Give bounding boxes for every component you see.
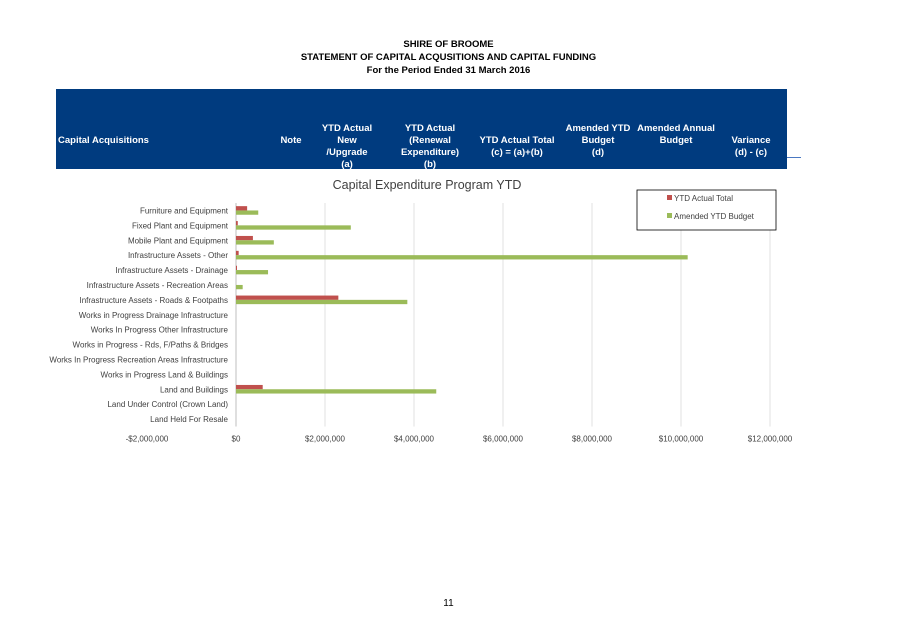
bar-amended-ytd-budget xyxy=(236,210,259,215)
ytd-total-header: YTD Actual Total (c) = (a)+(b) xyxy=(479,135,555,158)
org-title: SHIRE OF BROOME xyxy=(403,39,494,50)
page-number: 11 xyxy=(443,598,454,609)
period-title: For the Period Ended 31 March 2016 xyxy=(366,65,531,76)
category-label: Land and Buildings xyxy=(160,385,228,394)
category-label: Works in Progress - Rds, F/Paths & Bridg… xyxy=(73,341,228,350)
category-label: Infrastructure Assets - Other xyxy=(128,251,228,260)
bar-ytd-actual-total xyxy=(236,265,237,271)
category-label: Land Held For Resale xyxy=(150,415,228,424)
category-label: Furniture and Equipment xyxy=(140,206,229,215)
bar-amended-ytd-budget xyxy=(236,255,688,260)
x-tick-label: -$2,000,000 xyxy=(126,435,169,444)
x-tick-label: $2,000,000 xyxy=(305,435,346,444)
category-label: Works in Progress Land & Buildings xyxy=(101,370,228,379)
category-label: Fixed Plant and Equipment xyxy=(132,221,229,230)
amended-ytd-header: Amended YTD Budget (d) xyxy=(565,123,631,158)
category-label: Infrastructure Assets - Recreation Areas xyxy=(87,281,228,290)
category-label: Infrastructure Assets - Roads & Footpath… xyxy=(79,296,228,305)
bar-amended-ytd-budget xyxy=(236,270,269,275)
category-label: Works In Progress Other Infrastructure xyxy=(91,326,229,335)
x-tick-label: $10,000,000 xyxy=(659,435,704,444)
category-label: Infrastructure Assets - Drainage xyxy=(116,266,229,275)
bar-amended-ytd-budget xyxy=(236,299,408,305)
bar-ytd-actual-total xyxy=(236,384,263,390)
capital-acquisitions-header: Capital Acquisitions xyxy=(58,135,149,146)
bar-amended-ytd-budget xyxy=(236,389,437,394)
x-tick-label: $4,000,000 xyxy=(394,435,435,444)
bar-amended-ytd-budget xyxy=(236,225,351,230)
amended-annual-header: Amended Annual Budget xyxy=(637,123,715,146)
ytd-new-header: YTD Actual New/Upgrade (a) xyxy=(321,123,373,170)
bar-ytd-actual-total xyxy=(236,235,253,241)
x-tick-label: $8,000,000 xyxy=(572,435,613,444)
bar-ytd-actual-total xyxy=(236,250,239,256)
x-tick-label: $12,000,000 xyxy=(748,435,793,444)
x-tick-label: $0 xyxy=(232,435,241,444)
ytd-renewal-header: YTD Actual (Renewal Expenditure) (b) xyxy=(400,123,460,170)
legend-label: YTD Actual Total xyxy=(674,194,733,203)
chart-title: Capital Expenditure Program YTD xyxy=(333,178,522,192)
category-label: Works in Progress Drainage Infrastructur… xyxy=(79,311,229,320)
note-header: Note xyxy=(280,135,302,146)
bar-amended-ytd-budget xyxy=(236,284,243,290)
bar-ytd-actual-total xyxy=(236,221,238,226)
chart-legend: YTD Actual Total Amended YTD Budget xyxy=(636,189,777,231)
bar-amended-ytd-budget xyxy=(236,240,274,245)
legend-swatch xyxy=(667,195,672,200)
table-header-banner: Capital Acquisitions Note YTD Actual New… xyxy=(56,89,787,170)
category-label: Works In Progress Recreation Areas Infra… xyxy=(49,355,228,364)
bar-ytd-actual-total xyxy=(236,206,248,211)
variance-header: Variance (d) - (c) xyxy=(731,135,771,158)
category-label: Mobile Plant and Equipment xyxy=(128,236,229,245)
legend-swatch xyxy=(667,213,672,218)
x-tick-label: $6,000,000 xyxy=(483,435,524,444)
statement-title: STATEMENT OF CAPITAL ACQUSITIONS AND CAP… xyxy=(300,52,597,63)
legend-label: Amended YTD Budget xyxy=(674,212,755,221)
category-label: Land Under Control (Crown Land) xyxy=(107,400,228,409)
bar-ytd-actual-total xyxy=(236,295,339,300)
banner-rule xyxy=(787,157,801,158)
